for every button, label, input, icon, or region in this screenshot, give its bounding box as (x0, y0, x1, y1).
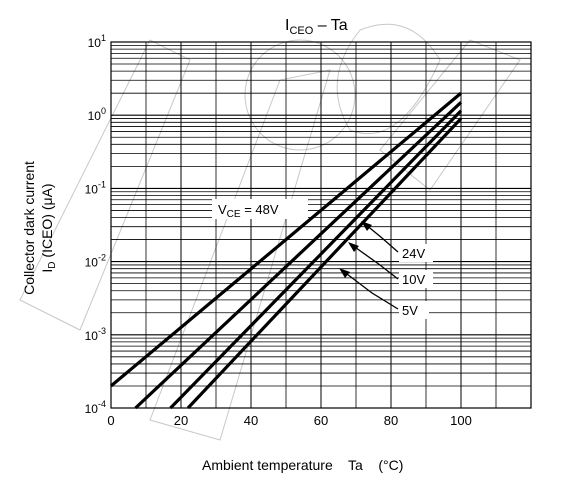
x-tick-label: 40 (244, 413, 258, 428)
series-line-2 (169, 109, 463, 410)
vce-label-box (212, 199, 308, 219)
plot-grid (110, 42, 532, 409)
label-10v: 10V (402, 272, 425, 287)
pointer-24v (364, 223, 399, 253)
arrow-24v (361, 221, 372, 231)
label-24v-box (399, 244, 433, 262)
arrow-5v (339, 268, 350, 278)
y-axis-label: Collector dark current ID (ICEO) (μA) (21, 161, 58, 295)
arrow-10v (348, 242, 359, 252)
label-10v-box (399, 270, 433, 288)
series-group (109, 91, 463, 410)
vce-label: VCE = 48V (218, 202, 279, 220)
pointer-10v (351, 244, 399, 280)
annotations: VCE = 48V 24V 10V 5V (212, 199, 433, 319)
chart-title: ICEO – Ta (285, 17, 348, 37)
label-5v: 5V (402, 303, 418, 318)
plot-frame (110, 41, 532, 409)
y-tick-label: 10-3 (85, 326, 106, 343)
tick-labels: 0 20 40 60 80 100 10-4 10-3 10-2 10-1 100 101 (85, 33, 472, 428)
x-axis-label: Ambient temperature Ta (°C) (202, 457, 403, 473)
x-tick-label: 0 (107, 413, 114, 428)
y-tick-label: 100 (88, 106, 106, 123)
x-tick-label: 20 (174, 413, 188, 428)
y-tick-label: 101 (88, 33, 106, 50)
y-axis-label-line2: ID (ICEO) (μA) (39, 183, 58, 272)
y-axis-label-line1: Collector dark current (21, 161, 37, 295)
series-line-1 (134, 101, 463, 410)
pointer-5v (342, 270, 399, 310)
series-line-3 (186, 117, 463, 410)
x-tick-label: 80 (384, 413, 398, 428)
y-tick-label: 10-2 (85, 253, 106, 270)
label-24v: 24V (402, 246, 425, 261)
y-tick-label: 10-4 (85, 399, 106, 416)
x-tick-label: 100 (450, 413, 472, 428)
x-tick-label: 60 (314, 413, 328, 428)
y-tick-label: 10-1 (85, 179, 106, 196)
label-5v-box (399, 301, 429, 319)
series-line-0 (109, 91, 463, 388)
watermark-outline (19, 23, 521, 441)
